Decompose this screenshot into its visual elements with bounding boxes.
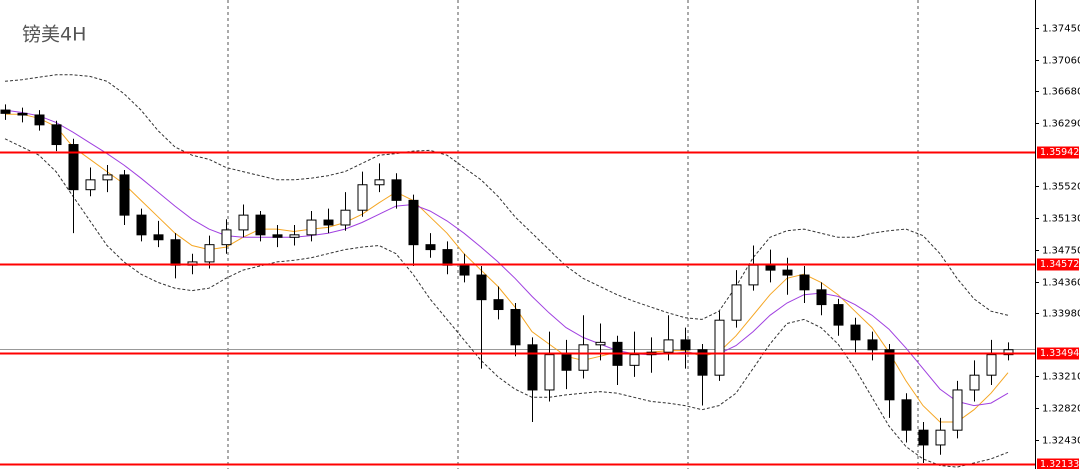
candle-body (340, 209, 351, 226)
candle-body (238, 214, 249, 231)
level-label-box (1037, 146, 1079, 159)
indicator-line (4, 109, 1009, 407)
y-tick-label: 1.34750 (1042, 246, 1080, 257)
candle-body (986, 354, 997, 376)
candle-body (561, 354, 572, 371)
candle-body (663, 339, 674, 353)
candle-body (153, 234, 164, 241)
candle-body (697, 349, 708, 376)
candle-body (0, 109, 11, 114)
candle-body (748, 264, 759, 286)
candle-body (527, 344, 538, 391)
chart-title: 镑美4H (22, 24, 86, 46)
y-tick-label: 1.37450 (1042, 24, 1080, 35)
candle-body (272, 234, 283, 238)
candle-body (459, 264, 470, 276)
y-tick-label: 1.36680 (1042, 87, 1080, 98)
candle-body (476, 274, 487, 301)
candle-body (51, 124, 62, 146)
level-label: 1.35942 (1040, 147, 1079, 158)
y-tick-label: 1.35130 (1042, 214, 1080, 225)
y-tick-label: 1.37060 (1042, 56, 1080, 67)
candle-body (204, 244, 215, 263)
candle-body (289, 234, 300, 238)
candle-body (884, 349, 895, 401)
y-tick-label: 1.36290 (1042, 119, 1080, 130)
indicator-line (4, 74, 1009, 320)
candle-body (17, 112, 28, 116)
candle-body (833, 304, 844, 326)
candle-body (425, 244, 436, 251)
candle-body (731, 284, 742, 321)
y-tick-label: 1.34360 (1042, 278, 1080, 289)
candle-body (493, 299, 504, 311)
candle-body (935, 429, 946, 446)
level-label-box (1037, 258, 1079, 271)
candle-body (102, 174, 113, 181)
level-label-box (1037, 458, 1079, 469)
level-label: 1.33494 (1040, 348, 1079, 359)
candle-body (408, 199, 419, 246)
candle-body (952, 389, 963, 431)
level-label: 1.34572 (1040, 259, 1079, 270)
candle-body (391, 179, 402, 201)
candle-body (323, 219, 334, 226)
candle-body (816, 289, 827, 306)
y-tick-label: 1.35520 (1042, 182, 1080, 193)
candle-body (510, 309, 521, 346)
candle-body (799, 274, 810, 291)
candle-body (68, 144, 79, 191)
level-label: 1.32133 (1040, 459, 1079, 469)
candle-body (544, 354, 555, 391)
candle-body (765, 264, 776, 271)
candle-body (867, 339, 878, 351)
y-tick-label: 1.32820 (1042, 404, 1080, 415)
candle-body (850, 324, 861, 341)
candle-body (374, 179, 385, 186)
candle-body (901, 399, 912, 431)
candle-body (119, 174, 130, 216)
candle-body (170, 239, 181, 266)
candle-body (969, 374, 980, 391)
candle-body (136, 214, 147, 236)
candle-body (85, 179, 96, 191)
y-tick-label: 1.33210 (1042, 372, 1080, 383)
candle-body (221, 229, 232, 246)
candle-body (595, 341, 606, 346)
y-tick-label: 1.32430 (1042, 436, 1080, 447)
candle-body (442, 249, 453, 266)
candle-body (714, 319, 725, 376)
candle-body (782, 269, 793, 276)
candle-body (34, 114, 45, 126)
candle-body (357, 184, 368, 211)
candle-body (680, 339, 691, 351)
candle-body (629, 354, 640, 366)
candle-body (1003, 349, 1014, 356)
candle-body (918, 429, 929, 446)
candle-body (306, 219, 317, 236)
candle-body (578, 344, 589, 371)
candle-body (255, 214, 266, 236)
level-label-box (1037, 347, 1079, 360)
y-tick-label: 1.33980 (1042, 309, 1080, 320)
